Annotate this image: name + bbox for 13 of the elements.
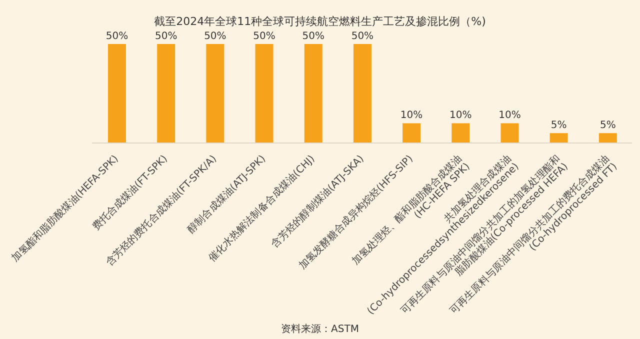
- data-label: 50%: [204, 31, 226, 42]
- data-label: 5%: [600, 120, 616, 132]
- data-label: 10%: [400, 110, 423, 122]
- chart-title: 截至2024年全球11种全球可持续航空燃料生产工艺及掺混比例（%): [153, 14, 487, 29]
- data-label: 50%: [302, 31, 324, 42]
- data-label: 5%: [550, 120, 567, 132]
- data-label: 10%: [498, 110, 521, 122]
- data-label: 50%: [253, 31, 276, 42]
- data-label: 50%: [351, 31, 374, 42]
- text: 资料来源：ASTM: [280, 322, 360, 336]
- data-label: 10%: [450, 110, 472, 122]
- data-label: 50%: [106, 31, 128, 42]
- data-label: 50%: [154, 31, 178, 42]
